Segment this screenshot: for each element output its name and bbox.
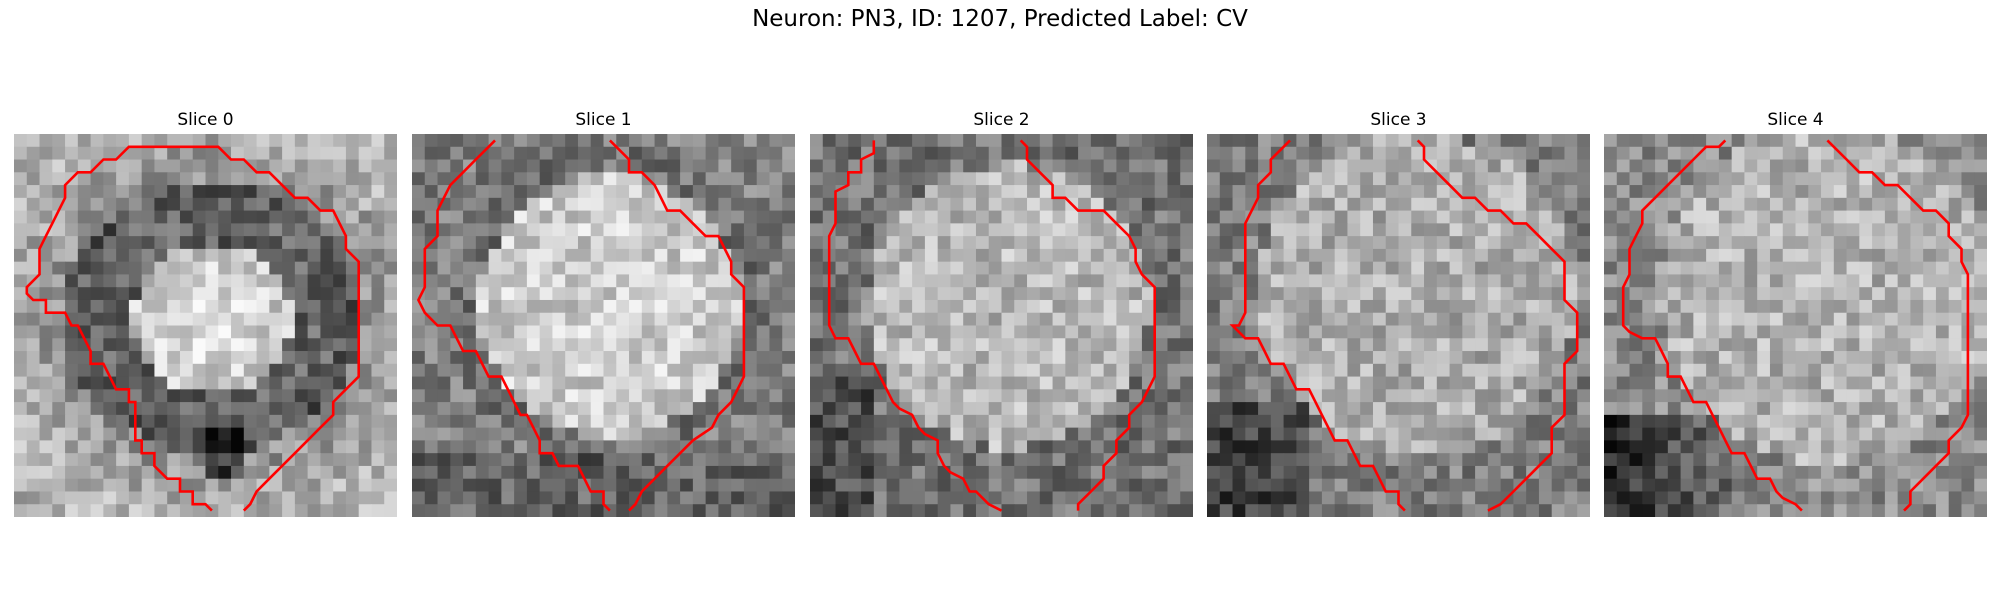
slice-image xyxy=(1604,134,1987,517)
slice-image xyxy=(412,134,795,517)
contour-line xyxy=(1621,139,1803,512)
figure-title: Neuron: PN3, ID: 1207, Predicted Label: … xyxy=(752,6,1248,32)
slice-title: Slice 3 xyxy=(1370,110,1427,130)
slice-title: Slice 1 xyxy=(575,110,632,130)
contour-line xyxy=(1229,139,1406,512)
contour-line xyxy=(1416,139,1579,512)
contour-line xyxy=(827,140,1003,512)
slice-image xyxy=(14,134,397,517)
slice-title: Slice 4 xyxy=(1767,110,1824,130)
slice-title: Slice 0 xyxy=(177,110,234,130)
slice-image xyxy=(810,134,1193,517)
contour-line xyxy=(416,139,611,512)
contour-line xyxy=(608,139,746,512)
slice-image xyxy=(1207,134,1590,517)
contour-line xyxy=(25,145,361,512)
slice-title: Slice 2 xyxy=(973,110,1030,130)
contour-line xyxy=(1019,139,1157,511)
contour-line xyxy=(1826,139,1970,512)
